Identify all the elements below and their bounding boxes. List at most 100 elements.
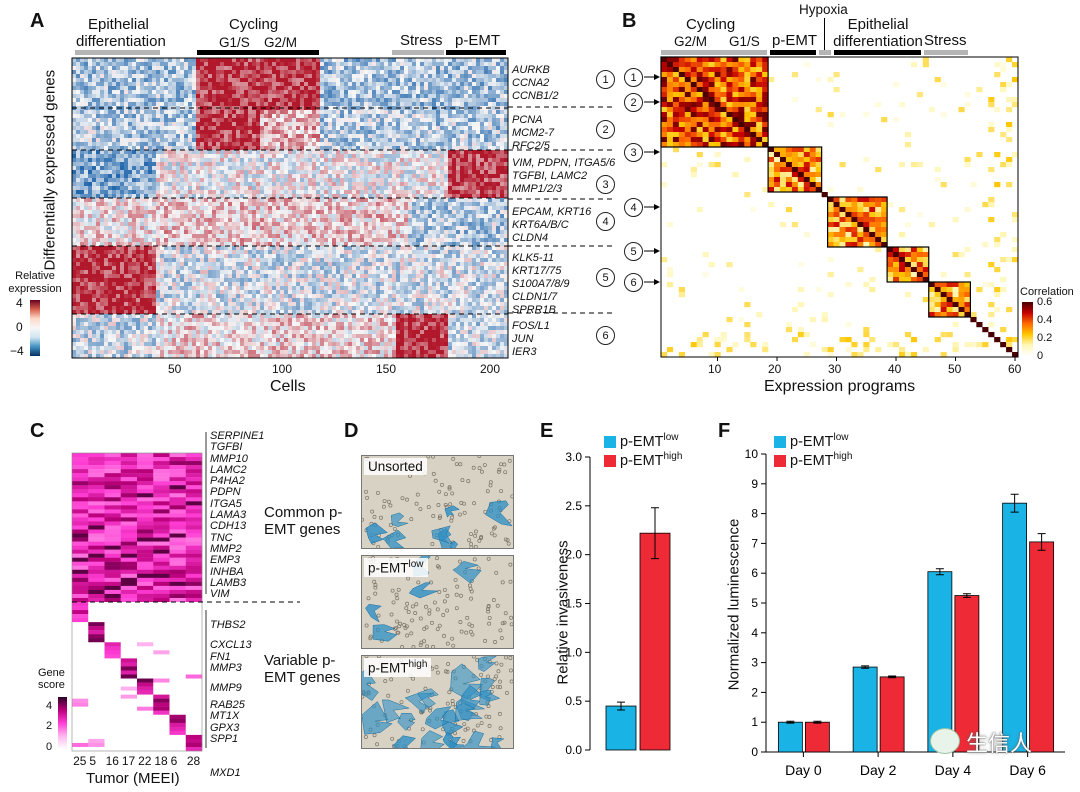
e-ytick-label: 0.5	[565, 694, 582, 708]
f-ytick-label: 9	[751, 477, 758, 491]
c-tick-25: 25	[73, 754, 87, 768]
c-tick-18: 18	[154, 754, 168, 768]
c-tick-16: 16	[105, 754, 119, 768]
panel-label-a: A	[30, 10, 45, 32]
cbc-tick-2: 2	[46, 720, 53, 732]
variable-gene-gpx3: GPX3	[210, 721, 240, 734]
e-bar-1	[639, 532, 671, 751]
panel-label-b: B	[622, 10, 637, 32]
panel-label-f: F	[718, 420, 731, 442]
dash-c	[72, 432, 300, 748]
panel-label-d: D	[344, 420, 359, 442]
f-ytick-label: 3	[751, 656, 758, 670]
legend-title-a: Relative expression	[8, 270, 62, 295]
genes-group-6: FOS/L1 JUN IER3	[512, 320, 550, 358]
genes-group-1: AURKB CCNA2 CCNB1/2	[512, 64, 559, 102]
b-tick-30: 30	[828, 362, 842, 376]
f-bar-1-3	[1029, 541, 1055, 753]
bar-hypoxia	[819, 50, 831, 55]
e-ytick-label: 1.0	[565, 645, 582, 659]
common-gene-p4ha2: P4HA2	[210, 475, 245, 488]
cbc-tick-4: 4	[46, 700, 53, 712]
e-errorbar-0	[617, 701, 625, 711]
f-errorbar-0-0	[786, 720, 795, 724]
variable-label: Variable p-EMT genes	[264, 652, 341, 686]
label-stress-a: Stress	[400, 32, 443, 49]
cb-tick-m4: −4	[10, 344, 24, 358]
heatmap-a	[71, 57, 509, 359]
circle-a-6: 6	[596, 326, 615, 345]
common-gene-mmp2: MMP2	[210, 542, 242, 555]
f-bar-0-2	[927, 571, 953, 753]
colorbar-a	[30, 300, 40, 356]
label-pemt-a: p-EMT	[455, 32, 500, 49]
f-bar-0-0	[777, 721, 803, 753]
f-errorbar-1-2	[962, 593, 971, 598]
x-title-b: Expression programs	[764, 378, 916, 395]
photo-pemt-high: p-EMThigh	[361, 655, 514, 749]
f-errorbar-0-2	[935, 568, 944, 576]
f-ytick-label: 2	[751, 685, 758, 699]
correlation-matrix-b	[660, 56, 1019, 361]
cbb-tick-06: 0.6	[1037, 296, 1053, 308]
variable-gene-list: THBS2 CXCL13 FN1 MMP3 MMP9 RAB25 MT1X GPX3 SPP1 M…	[210, 619, 252, 779]
colorbar-b	[1022, 302, 1033, 356]
f-bar-1-2	[954, 595, 980, 753]
circle-a-3: 3	[596, 175, 615, 194]
c-x-ticks: 25 5 16 17 22 18 6 28	[72, 754, 202, 768]
f-ytick-label: 1	[751, 715, 758, 729]
legend-title-b: Correlation	[1020, 286, 1074, 298]
chart-e: 0.0 0.5 1.0 1.5 2.0 2.5 3.0	[565, 450, 671, 757]
genes-group-3: VIM, PDPN, ITGA5/6 TGFBI, LAMC2 MMP1/2/3	[512, 157, 616, 195]
circle-a-1: 1	[596, 70, 615, 89]
common-label: Common p-EMT genes	[264, 504, 343, 538]
x-tick-150: 150	[376, 362, 397, 376]
label-g2m-a: G2/M	[264, 35, 298, 50]
variable-gene-fn1: FN1	[210, 650, 231, 663]
photo-pemt-low: p-EMTlow	[361, 555, 514, 649]
f-errorbar-1-3	[1037, 533, 1046, 551]
wechat-icon	[930, 728, 960, 754]
bar-pemt-b	[770, 50, 816, 55]
cbb-tick-02: 0.2	[1037, 332, 1053, 344]
x-tick-200: 200	[480, 362, 501, 376]
common-gene-lamb3: LAMB3	[210, 576, 247, 589]
e-ytick-label: 3.0	[565, 450, 582, 464]
b-tick-10: 10	[708, 362, 722, 376]
bar-cycling	[197, 50, 319, 55]
photo-unsorted: Unsorted	[361, 455, 514, 549]
b-tick-50: 50	[948, 362, 962, 376]
e-ytick-label: 0.0	[565, 743, 582, 757]
label-hypoxia: Hypoxia	[799, 2, 848, 17]
b-tick-40: 40	[888, 362, 902, 376]
e-ytick-label: 2.0	[565, 548, 582, 562]
x-tick-50: 50	[168, 362, 182, 376]
circle-a-5: 5	[596, 268, 615, 287]
cbc-tick-0: 0	[46, 741, 53, 753]
common-gene-vim: VIM	[210, 588, 230, 601]
circle-b-5: 5	[624, 242, 643, 261]
chart-f: 0 1 2 3 4 5 6 7 8 9 10 Day 0 Day 2 Day 4 Day 6	[745, 447, 1065, 778]
f-ytick-label: 8	[751, 507, 758, 521]
legend-f-low: p-EMTlow	[774, 432, 849, 450]
circle-b-6: 6	[624, 273, 643, 292]
c-tick-17: 17	[121, 754, 136, 768]
common-gene-list: SERPINE1 TGFBI MMP10 LAMC2 P4HA2 PDPN ITGA5 LAM…	[210, 430, 264, 601]
cb-tick-4: 4	[16, 296, 23, 310]
y-title-f: Normalized luminescence	[725, 518, 743, 691]
genes-group-4: EPCAM, KRT16 KRT6A/B/C CLDN4	[512, 206, 592, 244]
common-gene-itga5: ITGA5	[210, 497, 242, 510]
bar-epithelial	[75, 50, 160, 55]
circle-b-3: 3	[624, 143, 643, 162]
f-errorbar-0-3	[1010, 493, 1019, 513]
common-gene-inhba: INHBA	[210, 565, 244, 578]
heatmap-c	[71, 452, 203, 752]
x-title-c: Tumor (MEEI)	[86, 770, 180, 787]
common-gene-tnc: TNC	[210, 531, 233, 544]
f-bar-0-3	[1002, 502, 1028, 753]
circle-a-2: 2	[596, 120, 615, 139]
c-tick-6: 6	[170, 754, 178, 768]
x-title-a: Cells	[270, 378, 306, 395]
common-gene-lamc2: LAMC2	[210, 463, 247, 476]
circle-b-4: 4	[624, 198, 643, 217]
